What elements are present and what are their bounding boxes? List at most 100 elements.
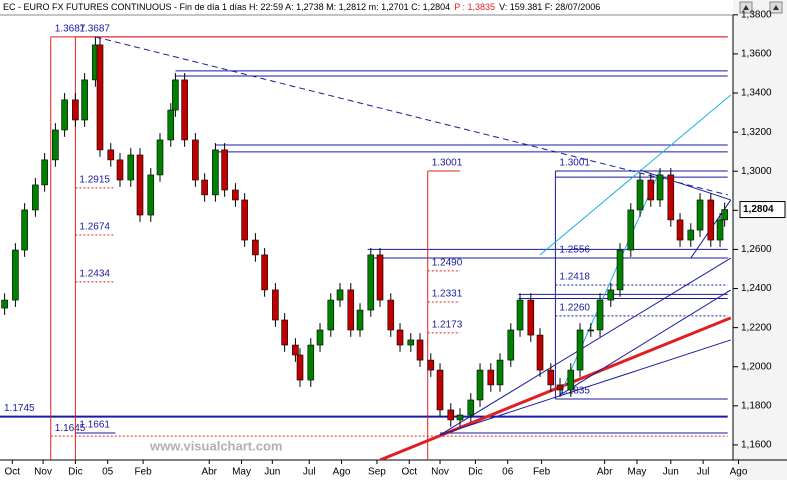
header: EC - EURO FX FUTURES CONTINUOUS - Fin de…	[3, 2, 600, 12]
candle-body	[192, 139, 199, 181]
candle-body	[181, 79, 188, 141]
candle-body	[81, 79, 88, 121]
candle-body	[167, 109, 175, 141]
candle-body	[627, 209, 635, 251]
candle-body	[347, 289, 355, 331]
arrow-icon	[773, 5, 779, 10]
candle-body	[447, 409, 455, 421]
candle-body	[156, 139, 164, 176]
candle-body	[272, 289, 279, 321]
candle-body	[356, 309, 364, 331]
candle-body	[576, 329, 584, 371]
candle-body	[32, 184, 39, 211]
candle-body	[536, 334, 544, 371]
x-tick-label: Feb	[134, 467, 152, 478]
candle-body	[281, 319, 288, 346]
level-label: 1.2418	[559, 272, 590, 283]
y-tick-label: 1,2200	[741, 322, 772, 333]
candle-body	[232, 189, 239, 201]
candle-body	[241, 199, 248, 241]
x-tick-label: Jun	[264, 467, 280, 478]
level-label: 1.2260	[559, 303, 590, 314]
x-tick-label: Jun	[663, 467, 679, 478]
x-tick-label: Jul	[697, 467, 710, 478]
candle-body	[147, 174, 155, 216]
candle-body	[107, 149, 115, 161]
candle-body	[487, 369, 495, 386]
y-tick-label: 1,3400	[741, 88, 772, 99]
y-tick-label: 1,3200	[741, 127, 772, 138]
candle-body	[507, 329, 515, 361]
candle-body	[396, 329, 404, 346]
candle-body	[52, 129, 59, 161]
last-price-box	[739, 201, 786, 219]
trend-line	[95, 36, 728, 196]
trend-line	[639, 169, 731, 201]
candle-body	[427, 359, 435, 371]
x-tick-label: Feb	[533, 467, 551, 478]
x-tick-label: Nov	[34, 467, 52, 478]
candle-body	[212, 149, 219, 196]
candle-body	[72, 99, 79, 121]
candle-body	[467, 399, 475, 416]
candle-body	[647, 179, 655, 201]
level-label: 1.1645	[55, 423, 86, 434]
candle-body	[587, 329, 595, 332]
level-label: 1.3001	[559, 158, 590, 169]
candle-body	[687, 229, 695, 241]
x-tick-label: Dic	[68, 467, 82, 478]
candle-body	[407, 339, 415, 346]
last-price-label: 1,2804	[743, 204, 774, 215]
x-tick-label: Sep	[368, 467, 386, 478]
level-label: 1.3687	[55, 24, 86, 35]
candle-body	[387, 299, 395, 331]
header-main: EC - EURO FX FUTURES CONTINUOUS - Fin de…	[3, 2, 450, 12]
candle-body	[436, 369, 444, 411]
candle-body	[716, 219, 724, 241]
header-tail: V: 159.381 F: 28/07/2006	[499, 2, 600, 12]
candle-body	[547, 369, 555, 386]
candle-body	[61, 99, 68, 131]
x-tick-label: Dic	[468, 467, 482, 478]
level-label: 1.2490	[432, 258, 463, 269]
candle-body	[292, 344, 299, 356]
candle-body	[367, 254, 375, 311]
x-tick-label: Abr	[201, 467, 217, 478]
candle-body	[252, 239, 259, 256]
candle-body	[376, 254, 384, 301]
watermark: www.visualchart.com	[149, 438, 282, 453]
level-label: 1.3001	[432, 158, 463, 169]
level-label: 1.3687	[79, 24, 110, 35]
axis-panel	[733, 0, 787, 480]
trend-line	[379, 316, 732, 460]
candle-body	[116, 159, 124, 181]
level-label: 1.2434	[79, 269, 110, 280]
candle-body	[567, 369, 575, 391]
candle-body	[96, 44, 104, 151]
candle-body	[21, 209, 28, 251]
trend-line	[539, 94, 732, 256]
candle-body	[496, 359, 504, 386]
trend-line	[559, 169, 661, 396]
y-tick-label: 1,3800	[741, 9, 772, 20]
level-label: 1.2173	[432, 320, 463, 331]
candle-body	[316, 329, 324, 346]
x-tick-label: Abr	[597, 467, 613, 478]
candle-body	[221, 149, 228, 191]
arrow-icon	[743, 5, 749, 10]
candle-body	[616, 249, 624, 291]
candle-body	[127, 154, 135, 181]
x-tick-label: Ago	[730, 467, 748, 478]
y-tick-label: 1,2600	[741, 244, 772, 255]
y-tick-label: 1,3600	[741, 49, 772, 60]
x-tick-label: Oct	[401, 467, 417, 478]
x-tick-label: Jul	[303, 467, 316, 478]
candle-body	[172, 79, 179, 111]
candle-body	[327, 299, 335, 331]
trend-line	[439, 339, 731, 436]
level-label: 1.2674	[79, 222, 110, 233]
level-label: 1.1745	[4, 403, 35, 414]
x-tick-label: 06	[502, 467, 514, 478]
